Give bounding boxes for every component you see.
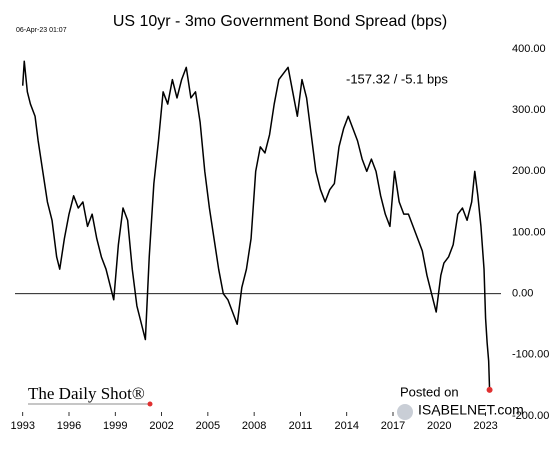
y-tick-label: 100.00 [512,226,546,238]
y-tick-label: 200.00 [512,165,546,177]
chart-title: US 10yr - 3mo Government Bond Spread (bp… [113,13,447,30]
y-tick-label: 400.00 [512,43,546,55]
y-tick-label: -100.00 [512,349,549,361]
x-tick-label: 2014 [334,420,358,432]
annotation: -157.32 / -5.1 bps [346,71,448,86]
watermark-top: Posted on [400,384,459,399]
x-tick-label: 2017 [381,420,405,432]
y-tick-label: -200.00 [512,410,549,422]
y-tick-label: 0.00 [512,288,533,300]
x-tick-label: 2020 [427,420,451,432]
timestamp: 06-Apr-23 01:07 [16,27,67,34]
x-tick-label: 2023 [473,420,497,432]
series-line [21,60,491,390]
watermark-icon [397,404,413,420]
x-tick-label: 2011 [289,420,313,432]
end-marker [486,386,493,393]
x-tick-label: 2008 [242,420,266,432]
x-tick-label: 2005 [196,420,220,432]
x-tick-label: 2002 [149,420,173,432]
source-logo: The Daily Shot® [28,384,145,403]
x-tick-label: 1996 [57,420,81,432]
y-tick-label: 300.00 [512,104,546,116]
x-tick-label: 1999 [103,420,127,432]
watermark-bottom: ISABELNET.com [418,402,524,418]
logo-dot [147,401,153,407]
plot-area: 400.00 300.00 200.00 100.00 0.00 -100.00 -200.… [10,43,549,432]
x-tick-label: 1993 [10,420,34,432]
